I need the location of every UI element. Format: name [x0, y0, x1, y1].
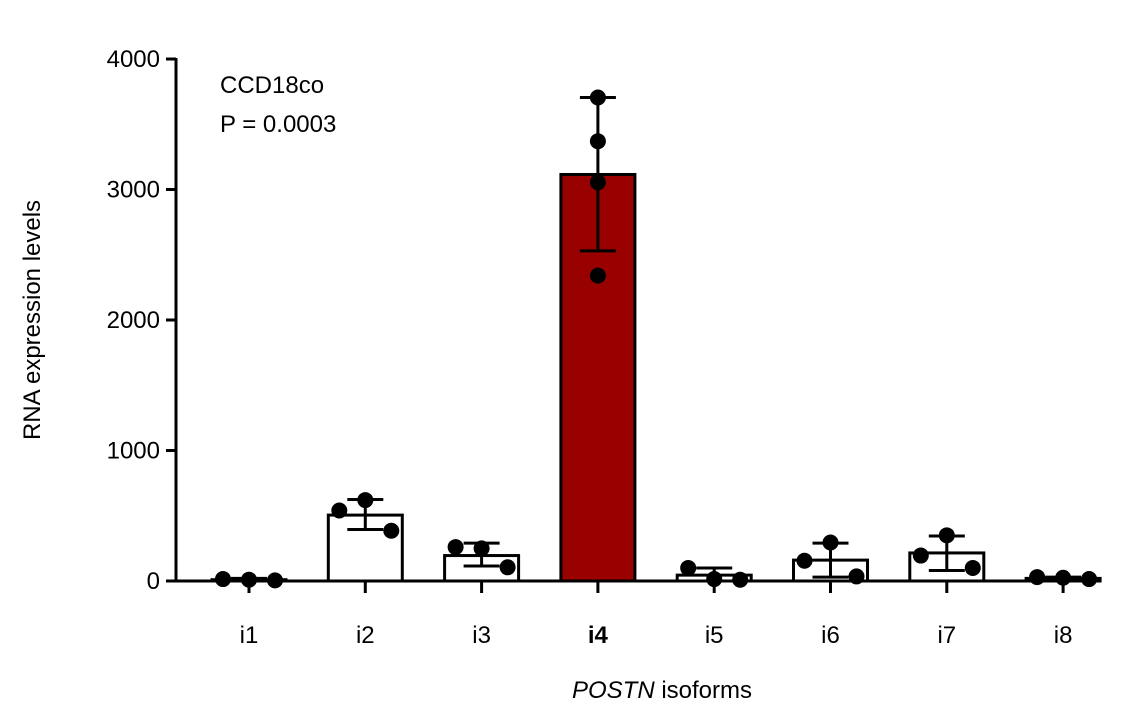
y-tick-label: 4000 [107, 46, 160, 73]
annotation-p-value: P = 0.0003 [220, 111, 336, 138]
data-point-i3 [499, 559, 516, 576]
x-tick-label-i1: i1 [240, 622, 259, 649]
data-point-i4 [589, 133, 606, 150]
x-tick-label-i3: i3 [472, 622, 491, 649]
x-ticks-layer: i1 i2 i3 i4 i5 i6 i7 i8 [240, 581, 1073, 649]
x-axis-title: POSTN isoforms [572, 677, 752, 704]
points-layer [215, 89, 1098, 589]
data-point-i4 [589, 89, 606, 106]
data-point-i5 [680, 559, 697, 576]
x-tick-label-i4: i4 [588, 622, 609, 649]
data-point-i3 [447, 539, 464, 556]
x-tick-label-i7: i7 [937, 622, 956, 649]
data-point-i1 [215, 571, 231, 588]
data-point-i7 [964, 559, 981, 576]
data-point-i5 [706, 571, 723, 588]
y-axis-title: RNA expression levels [19, 200, 46, 440]
y-ticks-layer: 0 1000 2000 3000 4000 [107, 46, 176, 595]
data-point-i6 [796, 552, 813, 569]
x-axis-title-rest: isoforms [655, 677, 752, 704]
data-point-i7 [912, 547, 929, 564]
y-tick-label: 0 [147, 568, 160, 595]
data-point-i2 [357, 492, 374, 509]
y-tick-label: 1000 [107, 438, 160, 465]
x-tick-label-i5: i5 [705, 622, 724, 649]
data-point-i8 [1081, 571, 1098, 588]
data-point-i4 [589, 267, 606, 284]
x-tick-label-i8: i8 [1054, 622, 1073, 649]
y-tick-label: 2000 [107, 307, 160, 334]
data-point-i8 [1029, 569, 1046, 586]
y-tick-label: 3000 [107, 177, 160, 204]
data-point-i7 [938, 527, 955, 544]
annotation-cell-line: CCD18co [220, 72, 324, 99]
data-point-i4 [589, 174, 606, 191]
x-tick-label-i6: i6 [821, 622, 840, 649]
data-point-i2 [383, 522, 400, 539]
error-bars-layer [231, 95, 1082, 583]
data-point-i2 [331, 502, 348, 519]
data-point-i6 [822, 534, 839, 551]
bars-layer [210, 172, 1102, 583]
x-axis-title-gene: POSTN [572, 677, 655, 704]
x-tick-label-i2: i2 [356, 622, 375, 649]
data-point-i3 [473, 540, 490, 557]
